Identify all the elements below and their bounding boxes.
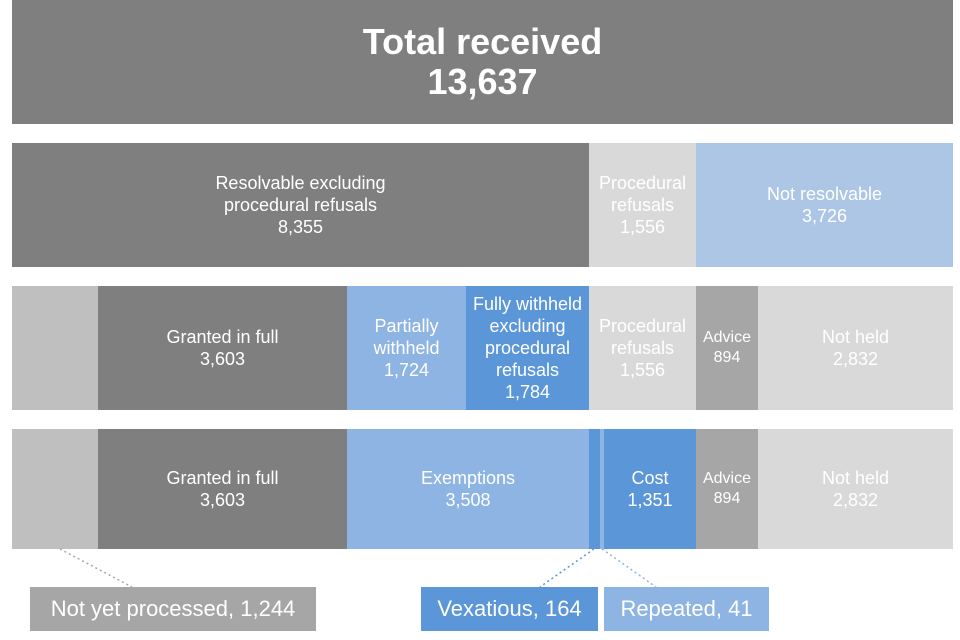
exemptions-value: 3,508 — [445, 490, 491, 510]
total-label: Total received — [362, 21, 603, 62]
partially-withheld-box: Partially withheld 1,724 — [347, 286, 466, 410]
cost-label: Cost — [631, 468, 669, 488]
not-yet-processed-block-row3 — [12, 429, 98, 549]
procedural-value: 1,556 — [619, 217, 666, 237]
partial-label-1: Partially — [374, 316, 439, 336]
not-held-box-row2: Not held 2,832 — [758, 286, 953, 410]
procedural-refusals-box-row2: Procedural refusals 1,556 — [589, 286, 696, 410]
granted-in-full-box-row2: Granted in full 3,603 — [98, 286, 347, 410]
vexatious-text: Vexatious, 164 — [437, 596, 582, 621]
resolvable-value: 8,355 — [277, 217, 324, 237]
advice-box-row3: Advice 894 — [696, 429, 758, 549]
connector-not-processed — [59, 548, 133, 588]
procedural-refusals-box-row1: Procedural refusals 1,556 — [589, 143, 696, 267]
granted-label: Granted in full — [166, 468, 279, 488]
granted-label: Granted in full — [166, 327, 279, 347]
advice-label: Advice — [702, 470, 752, 487]
fully-withheld-label-3: procedural — [484, 338, 571, 358]
total-value: 13,637 — [427, 61, 538, 102]
procedural-label-2: refusals — [610, 338, 675, 358]
partial-value: 1,724 — [383, 360, 430, 380]
repeated-text: Repeated, 41 — [620, 596, 753, 621]
granted-in-full-box-row3: Granted in full 3,603 — [98, 429, 347, 549]
not-resolvable-box: Not resolvable 3,726 — [696, 143, 953, 267]
procedural-label-2: refusals — [610, 195, 675, 215]
advice-box-row2: Advice 894 — [696, 286, 758, 410]
connector-repeated — [601, 548, 657, 588]
cost-box: Cost 1,351 — [604, 429, 696, 549]
procedural-label-1: Procedural — [598, 316, 687, 336]
fully-withheld-label-1: Fully withheld — [472, 294, 583, 314]
fully-withheld-box: Fully withheld excluding procedural refu… — [466, 286, 589, 410]
not-resolvable-value: 3,726 — [801, 206, 848, 226]
vexatious-sliver — [589, 429, 600, 549]
not-held-box-row3: Not held 2,832 — [758, 429, 953, 549]
cost-value: 1,351 — [627, 490, 673, 510]
advice-label: Advice — [702, 329, 752, 346]
exemptions-box: Exemptions 3,508 — [347, 429, 589, 549]
resolvable-label-1: Resolvable excluding — [215, 173, 386, 193]
partial-label-2: withheld — [373, 338, 440, 358]
not-resolvable-label: Not resolvable — [766, 184, 883, 204]
fully-withheld-label-2: excluding — [489, 316, 566, 336]
granted-value: 3,603 — [199, 490, 246, 510]
connector-vexatious — [539, 548, 595, 588]
not-held-value: 2,832 — [832, 490, 879, 510]
not-held-label: Not held — [821, 468, 890, 488]
procedural-label-1: Procedural — [598, 173, 687, 193]
advice-value: 894 — [713, 490, 741, 507]
granted-value: 3,603 — [199, 349, 246, 369]
procedural-value: 1,556 — [619, 360, 666, 380]
fully-withheld-value: 1,784 — [504, 382, 551, 402]
repeated-callout: Repeated, 41 — [604, 587, 769, 631]
advice-value: 894 — [713, 349, 741, 366]
resolvable-label-2: procedural refusals — [223, 195, 378, 215]
not-yet-processed-callout: Not yet processed, 1,244 — [30, 587, 316, 631]
resolvable-box: Resolvable excluding procedural refusals… — [12, 143, 589, 267]
not-processed-text: Not yet processed, 1,244 — [50, 596, 296, 621]
total-received-box: Total received 13,637 — [12, 0, 953, 124]
exemptions-label: Exemptions — [420, 468, 516, 488]
not-held-value: 2,832 — [832, 349, 879, 369]
repeated-sliver — [600, 429, 604, 549]
vexatious-callout: Vexatious, 164 — [421, 587, 598, 631]
not-yet-processed-block-row2 — [12, 286, 98, 410]
fully-withheld-label-4: refusals — [495, 360, 560, 380]
not-held-label: Not held — [821, 327, 890, 347]
